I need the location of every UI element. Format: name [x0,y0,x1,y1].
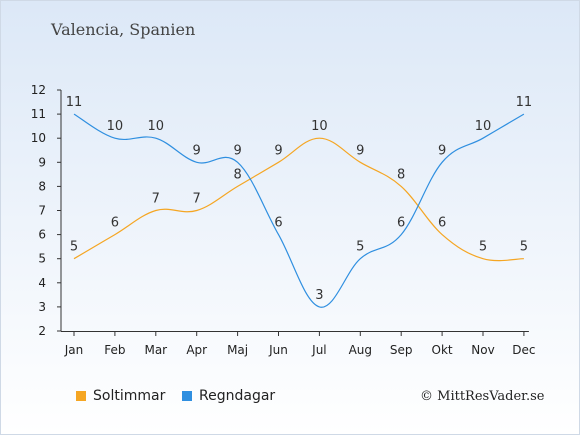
legend-item-regndagar: Regndagar [182,388,275,404]
legend-label-soltimmar: Soltimmar [93,388,166,404]
x-tick-label: Feb [104,343,125,357]
data-label-soltimmar: 8 [233,167,241,182]
y-tick-label: 12 [31,83,46,97]
data-label-regndagar: 5 [356,240,364,255]
x-tick-label: Jan [64,343,84,357]
chart-title: Valencia, Spanien [51,20,196,39]
series-line-regndagar [73,113,525,308]
data-label-regndagar: 9 [193,143,201,158]
data-label-regndagar: 10 [148,119,165,134]
x-tick-label: Nov [471,343,494,357]
data-label-regndagar: 3 [315,288,323,303]
data-label-soltimmar: 8 [397,167,405,182]
legend-item-soltimmar: Soltimmar [76,388,165,404]
data-label-soltimmar: 7 [193,192,201,207]
y-tick-label: 10 [31,131,46,145]
y-tick-label: 7 [38,204,46,218]
y-tick-label: 11 [31,107,46,121]
credit-text: © MittResVader.se [420,389,545,404]
series-line-soltimmar [73,137,524,262]
x-tick-label: Jun [268,343,288,357]
x-tick-label: Jul [311,343,326,357]
data-label-soltimmar: 9 [356,143,364,158]
data-label-soltimmar: 5 [520,240,528,255]
data-label-soltimmar: 9 [274,143,282,158]
x-tick-label: Aug [349,343,372,357]
data-label-regndagar: 10 [107,119,124,134]
legend-swatch-soltimmar [76,391,86,401]
data-label-regndagar: 11 [66,95,83,110]
data-label-regndagar: 9 [233,143,241,158]
x-tick-label: Okt [432,343,453,357]
x-tick-label: Mar [144,343,167,357]
x-tick-label: Maj [227,343,248,357]
data-label-soltimmar: 7 [152,192,160,207]
legend-label-regndagar: Regndagar [199,388,276,404]
x-tick-label: Apr [186,343,207,357]
data-label-regndagar: 11 [516,95,533,110]
data-label-soltimmar: 6 [438,216,446,231]
x-tick-label: Sep [390,343,413,357]
data-label-regndagar: 6 [397,216,405,231]
y-tick-label: 8 [38,179,46,193]
x-tick-label: Dec [512,343,535,357]
data-label-soltimmar: 10 [311,119,328,134]
data-label-regndagar: 10 [475,119,492,134]
legend-swatch-regndagar [182,391,192,401]
y-tick-label: 4 [38,276,46,290]
y-tick-label: 9 [38,155,46,169]
data-label-soltimmar: 5 [479,240,487,255]
y-tick-label: 2 [38,324,46,338]
data-label-regndagar: 6 [274,216,282,231]
y-tick-label: 3 [38,300,46,314]
data-label-soltimmar: 5 [70,240,78,255]
y-tick-label: 5 [38,252,46,266]
data-label-soltimmar: 6 [111,216,119,231]
y-tick-label: 6 [38,228,46,242]
data-label-regndagar: 9 [438,143,446,158]
